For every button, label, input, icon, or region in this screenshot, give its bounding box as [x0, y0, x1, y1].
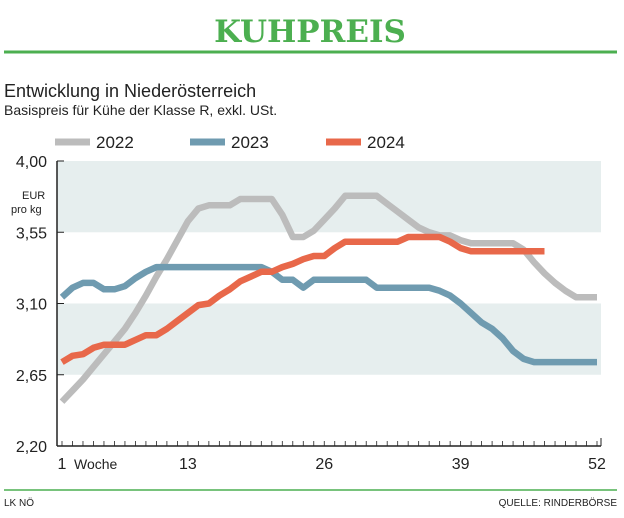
x-axis: 1 13 26 39 52 — [57, 438, 606, 473]
x-tick-label: 52 — [588, 456, 606, 473]
x-axis-label: Woche — [74, 456, 118, 472]
footer-source-left: LK NÖ — [4, 497, 34, 509]
series-line-2023 — [59, 263, 597, 366]
background-bands — [57, 161, 601, 375]
legend: 2022 2023 2024 — [55, 133, 405, 152]
y-tick-label: 3,10 — [16, 297, 47, 314]
description: Basispreis für Kühe der Klasse R, exkl. … — [4, 102, 277, 118]
legend-label-2024: 2024 — [367, 133, 405, 152]
series-line-2022 — [59, 192, 597, 404]
y-tick-label: 4,00 — [16, 154, 47, 171]
y-axis: 4,00 3,55 3,10 2,65 2,20 — [16, 154, 64, 456]
x-tick-label: 26 — [315, 456, 333, 473]
series-line-2024 — [60, 233, 545, 365]
footer-source-right: QUELLE: RINDERBÖRSE — [499, 497, 618, 509]
subtitle: Entwicklung in Niederösterreich — [4, 81, 256, 101]
series-lines — [59, 192, 597, 404]
y-tick-label: 2,20 — [16, 439, 47, 456]
x-tick-label: 1 — [58, 456, 67, 473]
x-tick-label: 13 — [179, 456, 197, 473]
x-tick-label: 39 — [452, 456, 470, 473]
y-tick-label: 3,55 — [16, 225, 47, 242]
y-unit-label-1: EUR — [22, 190, 45, 202]
band-0 — [57, 161, 601, 233]
y-unit-label-2: pro kg — [11, 204, 42, 216]
band-1 — [57, 303, 601, 375]
legend-label-2022: 2022 — [96, 133, 134, 152]
chart-title: KUHPREIS — [214, 14, 406, 50]
legend-label-2023: 2023 — [231, 133, 269, 152]
y-tick-label: 2,65 — [16, 368, 47, 385]
